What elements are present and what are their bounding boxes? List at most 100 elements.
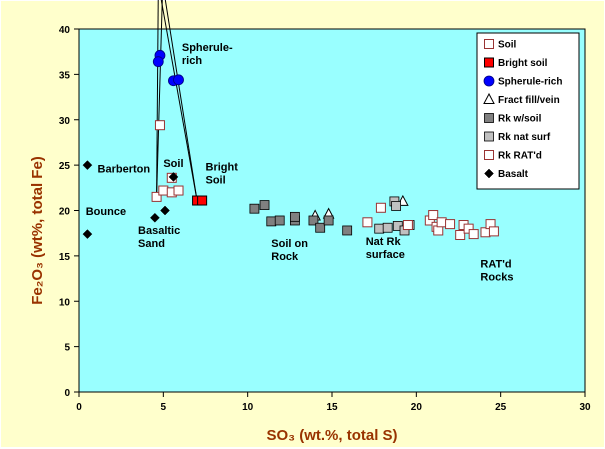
data-point [315,222,326,233]
data-point [160,205,170,216]
legend-marker [483,75,495,87]
data-point [158,185,169,196]
annotation-label: Bright Soil [206,162,239,187]
legend-label: Fract fill/vein [498,95,560,106]
annotation-line: Soil [206,175,226,187]
annotation-label: Barberton [98,163,151,175]
y-tick-label: 35 [59,70,71,81]
x-tick-label: 10 [242,402,254,413]
legend-label: Basalt [498,169,529,180]
annotation-label: Nat Rk surface [366,236,405,261]
annotation-line: Soil [163,158,183,170]
data-point [259,200,270,210]
data-point [468,229,479,240]
data-point [249,203,260,214]
data-point [197,195,208,206]
data-point [455,230,466,241]
annotation-line: Spherule- [182,42,233,54]
annotation-label: Basaltic Sand [138,225,180,250]
y-tick-label: 30 [59,116,71,127]
legend-item: Rk nat surf [484,131,551,143]
x-tick-label: 25 [495,402,507,413]
data-point [151,191,162,202]
legend-label: Spherule-rich [498,77,562,88]
annotation-line: rich [182,55,202,67]
series-rk-rat-d [362,202,499,241]
y-tick-label: 15 [59,252,71,263]
data-point [342,225,353,236]
x-tick-label: 20 [411,402,423,413]
x-tick-label: 15 [326,402,338,413]
annotation-line: Rocks [480,272,513,284]
annotation-line: Nat Rk [366,236,402,248]
y-tick-label: 5 [64,343,70,354]
data-point [274,215,285,226]
annotation-line: surface [366,249,405,261]
y-tick-label: 25 [59,161,71,172]
data-point [82,160,93,170]
legend: Soil Bright soil Spherule-rich Fract fill/v… [476,32,580,190]
legend-label: Rk nat surf [498,132,551,143]
legend-item: Basalt [484,168,529,180]
legend-label: Rk w/soil [498,114,542,125]
data-point [374,223,385,234]
mixing-line [156,0,163,197]
y-tick-label: 10 [59,297,71,308]
annotation-label: Soil on Rock [271,238,308,263]
legend-item: Fract fill/vein [483,92,560,106]
annotation-label: RAT'd Rocks [480,259,513,284]
legend-item: Spherule-rich [483,75,562,88]
mixing-line [164,0,198,201]
mixing-lines [156,0,198,201]
legend-marker [484,57,494,68]
series-rk-w-soil [249,200,353,236]
y-tick-label: 0 [64,388,70,399]
annotation-line: Basaltic [138,225,180,237]
annotation-line: RAT'd [480,259,511,271]
x-axis-title: SO₃ (wt.%, total S) [266,427,397,444]
data-point [488,226,499,237]
data-point [362,217,373,228]
x-tick-label: 5 [161,402,167,413]
legend-item: Rk RAT'd [484,150,542,162]
annotation-line: Soil on [271,238,308,250]
annotation-label: Bounce [86,206,126,218]
data-point [375,202,386,213]
data-point [150,212,160,223]
series-bright-soil [192,195,208,206]
y-tick-label: 40 [59,25,71,36]
legend-item: Bright soil [484,57,548,69]
legend-box [476,32,580,190]
series-basalt [82,160,179,239]
legend-marker [484,39,494,49]
annotation-line: Sand [138,238,165,250]
data-point [436,217,447,228]
legend-marker [483,92,495,104]
data-point [433,225,444,236]
data-point [289,211,300,222]
mixing-line [156,0,159,197]
annotation-label: Spherule-rich [182,42,233,67]
legend-marker [484,168,494,179]
data-point [308,215,319,226]
annotation-line: Rock [271,251,299,263]
mixing-line [160,0,198,201]
data-point [266,216,277,227]
data-point [173,74,184,86]
x-tick-label: 30 [579,402,591,413]
data-point [463,223,474,234]
data-point [154,120,165,131]
legend-marker [484,150,494,160]
data-point [168,172,179,182]
y-tick-label: 20 [59,207,71,218]
series-spherule-rich [152,49,184,87]
legend-label: Rk RAT'd [498,151,542,162]
data-point [152,56,164,68]
annotation-label: Soil [163,158,183,170]
legend-item: Rk w/soil [484,113,542,125]
legend-marker [484,113,494,123]
annotation-line: Bounce [86,206,126,218]
legend-marker [484,131,494,142]
